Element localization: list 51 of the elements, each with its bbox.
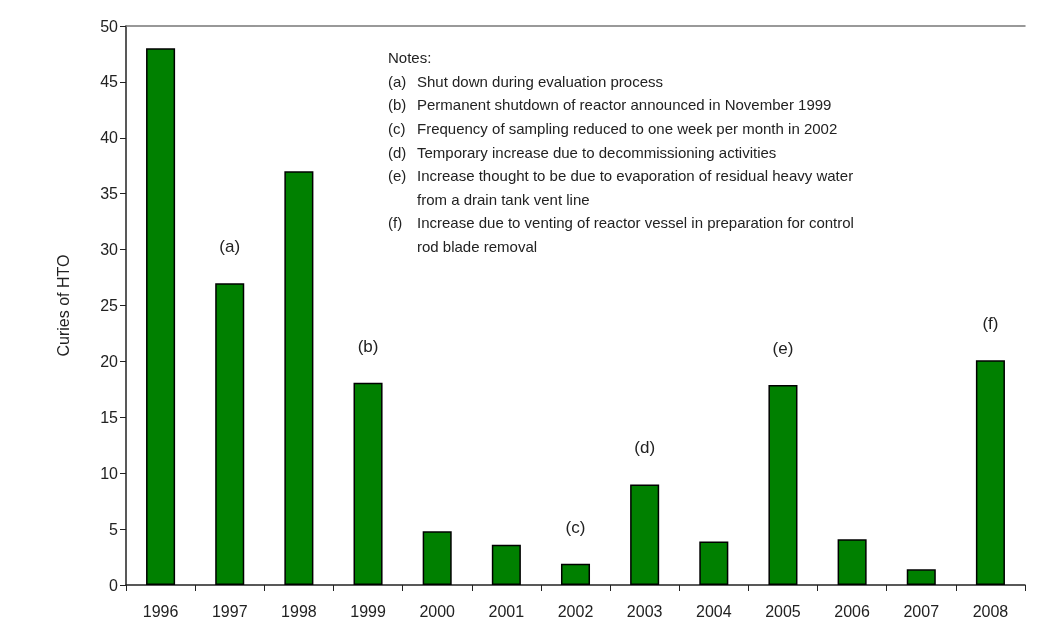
annotation: (f) Increase due to venting of reactor vessel in preparation for control rod blade removal	[388, 214, 854, 256]
annotation: (e) Increase thought to be due to evaporation of residual heavy water from a drain tank vent line	[388, 167, 854, 208]
x-tick-label: 2003	[626, 602, 663, 620]
y-tick-label: 5	[109, 520, 119, 538]
y-tick-label: 30	[100, 241, 119, 259]
annotation: (c) Frequency of sampling reduced to one week per month in 2002	[388, 120, 838, 138]
bar	[491, 544, 521, 585]
bar	[630, 484, 660, 585]
annotation: (b)	[357, 336, 379, 356]
annotation: (f)	[982, 314, 999, 334]
x-tick-label: 1998	[281, 602, 317, 620]
x-tick-label: 2002	[557, 602, 594, 620]
y-tick-label: 50	[100, 17, 119, 35]
annotation: (a)	[219, 237, 241, 257]
x-tick-label: 2008	[972, 602, 1009, 620]
bar	[837, 539, 867, 585]
y-tick-label: 25	[100, 297, 119, 314]
annotation: (d) Temporary increase due to decommissioning activities	[388, 143, 777, 161]
x-tick-label: 2005	[765, 602, 801, 620]
bar	[146, 48, 176, 585]
bar	[975, 360, 1005, 585]
y-tick-label: 40	[100, 129, 119, 147]
bar	[284, 171, 314, 585]
x-tick-label: 2000	[419, 602, 456, 620]
y-tick-label: 10	[100, 464, 119, 482]
x-tick-label: 1996	[142, 602, 179, 620]
x-tick-label: 1999	[350, 602, 386, 620]
bar	[422, 531, 452, 585]
annotation: (a) Shut down during evaluation process	[388, 72, 663, 90]
bar	[215, 283, 245, 585]
x-tick-label: 1997	[211, 602, 248, 620]
annotation: (b) Permanent shutdown of reactor announced in November 1999	[388, 96, 832, 114]
annotation: (d)	[634, 438, 656, 458]
y-tick-label: 15	[100, 408, 119, 426]
x-tick-label: 2006	[834, 602, 871, 620]
bar	[560, 563, 591, 585]
annotation: (c)	[565, 517, 586, 537]
x-tick-label: 2004	[696, 602, 732, 620]
y-tick-label: 35	[100, 185, 119, 203]
bar	[699, 541, 729, 585]
bar	[768, 384, 798, 585]
x-tick-label: 2001	[488, 602, 525, 620]
annotation: Notes:	[388, 49, 432, 67]
y-tick-label: 45	[100, 73, 119, 91]
x-tick-label: 2007	[903, 602, 940, 620]
annotation: (e)	[772, 338, 794, 358]
y-tick-label: 0	[109, 576, 119, 594]
bar	[353, 382, 383, 585]
y-tick-label: 20	[100, 352, 119, 370]
y-axis-title: Curies of HTO	[54, 254, 72, 357]
bar	[906, 569, 936, 585]
